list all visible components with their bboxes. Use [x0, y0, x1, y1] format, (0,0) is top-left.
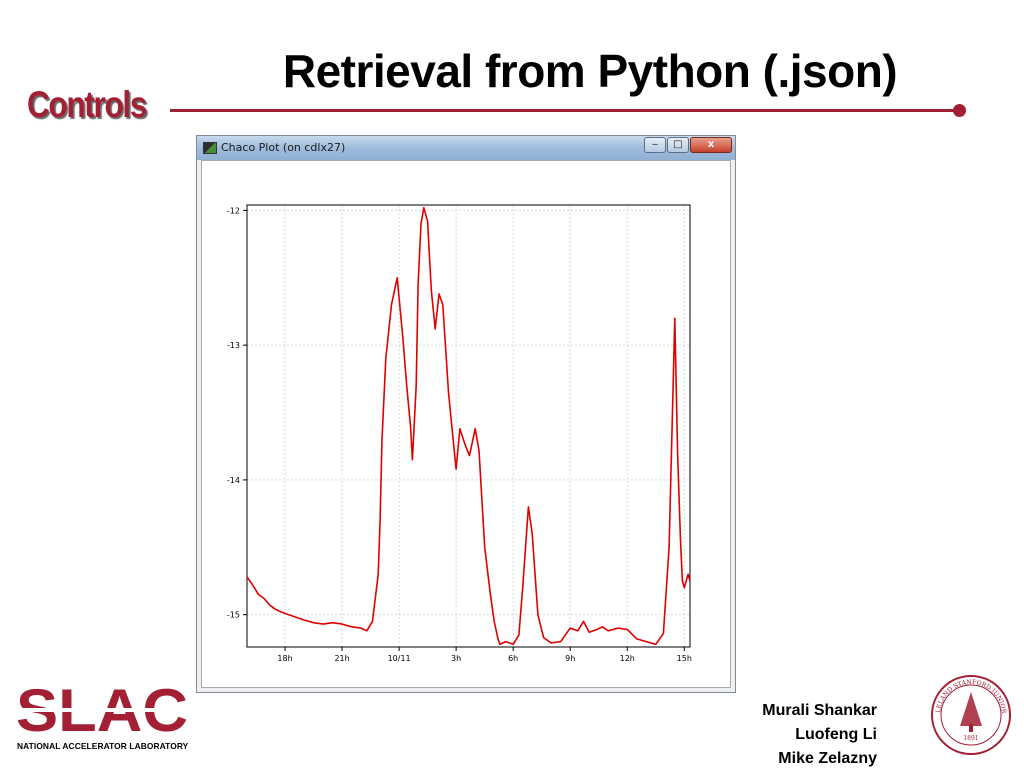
x-tick-label: 15h	[677, 654, 692, 663]
minimize-icon: ‒	[651, 139, 659, 150]
app-icon	[203, 142, 217, 154]
maximize-button[interactable]: □	[667, 137, 689, 153]
x-tick-label: 12h	[620, 654, 635, 663]
y-tick-label: -14	[227, 476, 240, 485]
x-tick-label: 10/11	[388, 654, 411, 663]
author-name: Mike Zelazny	[778, 750, 877, 767]
stanford-seal: LELAND STANFORD JUNIOR UNIVERSITY 1891	[930, 674, 1011, 755]
author-list: Murali Shankar Luofeng Li Mike Zelazny	[762, 699, 877, 771]
window-title: Chaco Plot (on cdlx27)	[221, 141, 346, 154]
y-tick-label: -13	[227, 341, 240, 350]
author-name: Luofeng Li	[795, 726, 877, 743]
line-chart[interactable]: -12 -13 -14 -15 18h 21h 10/11 3h 6h 9h 12h 15h	[202, 161, 732, 689]
x-tick-label: 21h	[334, 654, 349, 663]
title-divider-dot	[953, 104, 966, 117]
seal-year: 1891	[963, 735, 978, 742]
plot-canvas-area[interactable]: -12 -13 -14 -15 18h 21h 10/11 3h 6h 9h 12h 15h	[201, 160, 731, 688]
window-titlebar[interactable]: Chaco Plot (on cdlx27) ‒ □ x	[197, 136, 735, 160]
section-label: Controls	[27, 84, 147, 125]
maximize-icon: □	[673, 139, 683, 150]
x-tick-label: 18h	[277, 654, 292, 663]
title-divider	[170, 109, 960, 112]
plot-frame	[246, 204, 691, 648]
y-tick-label: -12	[227, 206, 240, 215]
minimize-button[interactable]: ‒	[644, 137, 666, 153]
close-button[interactable]: x	[690, 137, 732, 153]
x-tick-label: 9h	[565, 654, 575, 663]
x-tick-label: 6h	[508, 654, 518, 663]
slide-title: Retrieval from Python (.json)	[282, 45, 898, 97]
x-tick-label: 3h	[451, 654, 461, 663]
y-tick-label: -15	[227, 611, 240, 620]
slac-tagline: NATIONAL ACCELERATOR LABORATORY	[17, 741, 189, 751]
slac-logo: SLAC	[16, 686, 191, 736]
series-line	[246, 206, 691, 646]
chaco-plot-window[interactable]: Chaco Plot (on cdlx27) ‒ □ x -12 -13 -14 -1…	[196, 135, 736, 693]
author-name: Murali Shankar	[762, 702, 877, 719]
close-icon: x	[707, 139, 715, 150]
